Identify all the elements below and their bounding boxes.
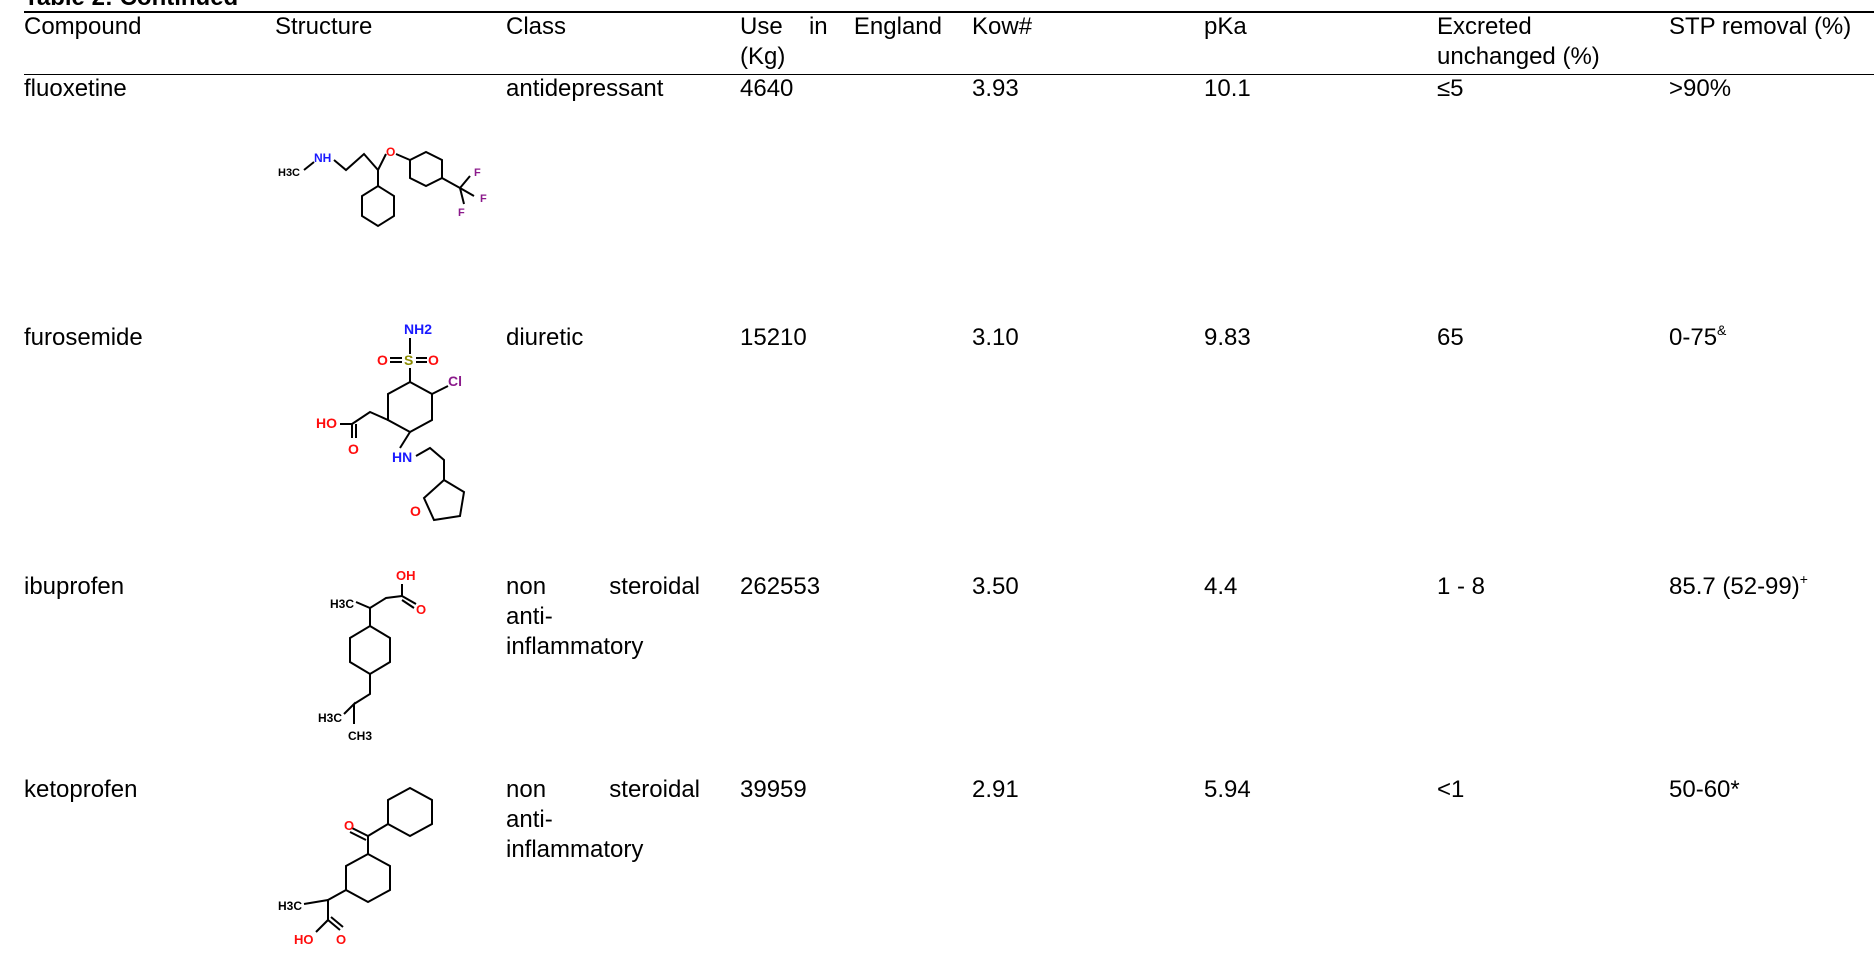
header-rule (24, 74, 1874, 75)
ketoprofen-structure-icon: O H3C HO O (270, 784, 460, 971)
cell-class: antidepressant (506, 75, 664, 102)
furosemide-structure-icon: NH2 O S O Cl HO O HN O (300, 320, 480, 560)
header-compound: Compound (24, 13, 142, 40)
ibuprofen-structure-icon: OH O H3C H3C CH3 (290, 568, 450, 778)
atom-f: F (480, 193, 487, 205)
header-excreted: Excreted unchanged (%) (1437, 13, 1600, 70)
header-stp: STP removal (%) (1669, 13, 1852, 40)
table-caption: Table 2: Continued (24, 0, 238, 10)
cell-use: 15210 (740, 324, 807, 351)
header-use-word: Use (740, 13, 783, 40)
cell-excreted: 1 - 8 (1437, 573, 1486, 600)
cell-use: 4640 (740, 75, 794, 102)
header-kow: Kow# (972, 13, 1033, 40)
cell-stp: 85.7 (52-99)+ (1669, 571, 1808, 600)
fluoxetine-structure-icon: H3C NH O F F F (270, 140, 500, 250)
atom-hn: HN (392, 449, 412, 465)
cell-use: 39959 (740, 776, 807, 803)
cell-stp: 50-60* (1669, 776, 1740, 803)
cell-pka: 4.4 (1204, 573, 1238, 600)
atom-s: S (404, 352, 413, 368)
cell-excreted: 65 (1437, 324, 1464, 351)
header-use-unit: (Kg) (740, 43, 786, 70)
cell-class: non steroidal anti- inflammatory (506, 776, 700, 863)
atom-cl: Cl (448, 373, 462, 389)
atom-o: O (344, 818, 354, 833)
header-structure: Structure (275, 13, 373, 40)
header-use: Use in England (Kg) (740, 12, 942, 72)
cell-excreted: <1 (1437, 776, 1465, 803)
cell-excreted: ≤5 (1437, 75, 1464, 102)
atom-o: O (416, 602, 426, 617)
atom-nh: NH (314, 151, 331, 165)
cell-pka: 9.83 (1204, 324, 1251, 351)
header-class: Class (506, 13, 567, 40)
atom-o: O (386, 145, 395, 159)
cell-use: 262553 (740, 573, 821, 600)
atom-ch3: H3C (278, 899, 302, 913)
atom-o: O (428, 352, 439, 368)
cell-kow: 3.10 (972, 324, 1019, 351)
atom-oh: OH (396, 568, 416, 583)
atom-ho: HO (316, 415, 337, 431)
cell-class: non steroidal anti- inflammatory (506, 573, 700, 660)
cell-compound: ibuprofen (24, 573, 125, 600)
atom-o: O (336, 932, 346, 947)
atom-ch3: H3C (330, 597, 354, 611)
atom-ho: HO (294, 932, 314, 947)
top-rule (24, 11, 1874, 13)
atom-o: O (348, 441, 359, 457)
cell-stp: 0-75& (1669, 322, 1727, 351)
cell-compound: fluoxetine (24, 75, 127, 102)
atom-ch3: CH3 (348, 729, 372, 743)
cell-stp: >90% (1669, 75, 1732, 102)
cell-compound: ketoprofen (24, 776, 138, 803)
cell-pka: 5.94 (1204, 776, 1251, 803)
atom-ch3: H3C (278, 167, 300, 179)
cell-pka: 10.1 (1204, 75, 1251, 102)
cell-kow: 2.91 (972, 776, 1019, 803)
cell-class: diuretic (506, 324, 584, 351)
atom-ch3: H3C (318, 711, 342, 725)
atom-o: O (377, 352, 388, 368)
atom-o: O (410, 503, 421, 519)
cell-compound: furosemide (24, 324, 143, 351)
header-use-word: England (853, 13, 942, 40)
atom-nh2: NH2 (404, 321, 432, 337)
header-use-word: in (808, 13, 828, 40)
cell-kow: 3.50 (972, 573, 1019, 600)
atom-f: F (458, 207, 465, 219)
cell-kow: 3.93 (972, 75, 1019, 102)
header-pka: pKa (1204, 13, 1247, 40)
atom-f: F (474, 167, 481, 179)
